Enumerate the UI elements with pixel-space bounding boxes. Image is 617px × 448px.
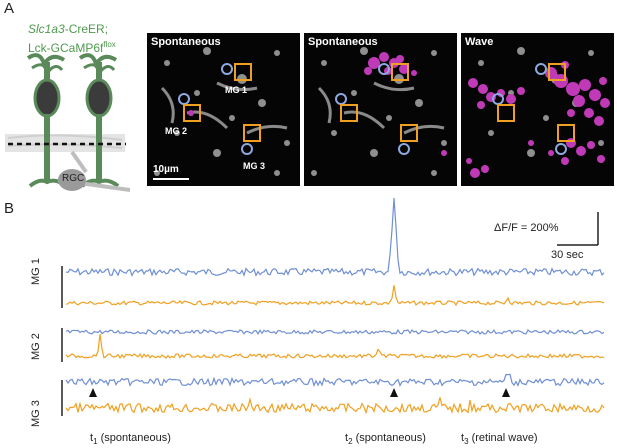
marker-t1-base: t (90, 432, 94, 444)
trace-mg2-bottom (65, 334, 605, 359)
marker-t3-rest: (retinal wave) (468, 432, 538, 444)
image-1-mg1-label: MG 1 (225, 85, 248, 95)
trace-mg1-bottom (65, 285, 605, 307)
scale-x-label: 30 sec (551, 249, 584, 261)
panel-a-letter: A (4, 0, 15, 17)
trace-mg3-bottom (65, 396, 605, 415)
construct-gene: Slc1a3 (28, 22, 65, 36)
muller-glia-1 (26, 53, 68, 188)
image-3-texture (466, 47, 610, 178)
image-spontaneous-1: Spontaneous MG 1 MG 2 MG 3 10µm (147, 33, 300, 186)
marker-t1-sub: 1 (93, 437, 98, 447)
scale-y-label: ΔF/F = 200% (494, 222, 559, 234)
rgc-dendrite (70, 150, 88, 174)
trace-mg3-top (65, 373, 605, 388)
marker-t2-triangle (390, 388, 398, 397)
image-spontaneous-2: Spontaneous (304, 33, 457, 186)
muller-glia-schematic (5, 53, 131, 192)
trace-mg1-top (65, 198, 605, 277)
construct-reporter: Lck-GCaMP6f (28, 41, 104, 55)
scale-bar (557, 212, 599, 246)
construct-flox: flox (103, 40, 116, 49)
image-3-title: Wave (465, 36, 494, 48)
image-wave: Wave (461, 33, 614, 186)
marker-t1-triangle (89, 388, 97, 397)
image-1-texture (153, 47, 290, 180)
marker-t3-base: t (461, 432, 465, 444)
panel-b-letter: B (4, 200, 15, 217)
image-1-mg2-label: MG 2 (165, 126, 188, 136)
marker-t3-label: t3 (retinal wave) (461, 432, 538, 446)
image-2-title: Spontaneous (308, 36, 378, 48)
marker-t2-sub: 2 (348, 437, 353, 447)
muller-glia-2 (78, 53, 120, 188)
construct-gene-suffix: -CreER; (64, 22, 109, 36)
construct-label: Slc1a3-CreER; Lck-GCaMP6fflox (28, 22, 116, 56)
trace-mg2-top (65, 328, 605, 336)
marker-t2-rest: (spontaneous) (352, 432, 426, 444)
image-1-title: Spontaneous (151, 36, 221, 48)
marker-t2-base: t (345, 432, 349, 444)
marker-t1-rest: (spontaneous) (97, 432, 171, 444)
marker-t2-label: t2 (spontaneous) (345, 432, 426, 446)
rgc-label: RGC (62, 173, 85, 184)
marker-t3-triangle (502, 388, 510, 397)
image-1-mg3-label: MG 3 (243, 161, 266, 171)
marker-t3-sub: 3 (464, 437, 469, 447)
traces-plot (61, 198, 605, 416)
rgc-soma (58, 169, 86, 191)
marker-t1-label: t1 (spontaneous) (90, 432, 171, 446)
scale-bar-label: 10µm (153, 164, 179, 175)
image-2-texture (311, 47, 447, 176)
